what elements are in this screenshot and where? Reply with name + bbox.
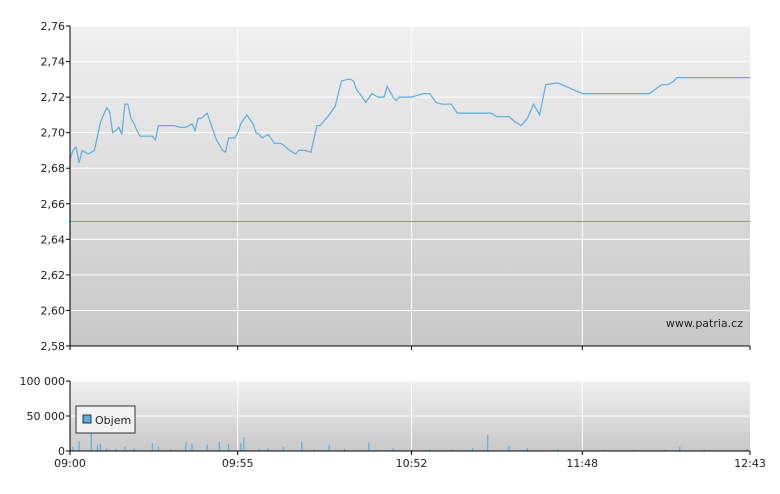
- y-tick-label: 2,58: [41, 340, 66, 353]
- legend-swatch: [82, 414, 92, 424]
- plot-background: [70, 26, 750, 346]
- x-tick-label: 12:43: [734, 457, 766, 470]
- y-tick-label: 2,68: [41, 162, 66, 175]
- watermark-text: www.patria.cz: [666, 317, 743, 330]
- price-series-line: [69, 76, 750, 346]
- y-tick-label: 2,60: [41, 304, 66, 317]
- x-tick-label: 09:55: [222, 457, 254, 470]
- price-panel: 2,76 2,74 2,72 2,70 2,68 2,66 2,64 2,62 2,60 2,58: [41, 20, 751, 353]
- y-tick-label: 2,64: [41, 233, 66, 246]
- y-tick-label: 2,76: [41, 20, 66, 33]
- y-tick-label: 2,66: [41, 198, 66, 211]
- y-tick-label: 100 000: [20, 375, 66, 388]
- volume-panel: 100 000 50 000 009:00 09:55 10:52 11:48 12:43: [20, 375, 766, 470]
- y-tick-label: 0: [58, 445, 65, 458]
- legend-label: Objem: [95, 414, 131, 427]
- y-tick-label: 2,74: [41, 56, 66, 69]
- x-tick-label: 11:48: [566, 457, 598, 470]
- y-tick-label: 2,62: [41, 269, 66, 282]
- x-tick-label: 10:52: [396, 457, 428, 470]
- x-tick-label: 09:00: [54, 457, 86, 470]
- volume-legend: Objem: [75, 405, 136, 434]
- y-tick-label: 2,72: [41, 91, 66, 104]
- y-tick-label: 50 000: [27, 410, 66, 423]
- y-tick-label: 2,70: [41, 127, 66, 140]
